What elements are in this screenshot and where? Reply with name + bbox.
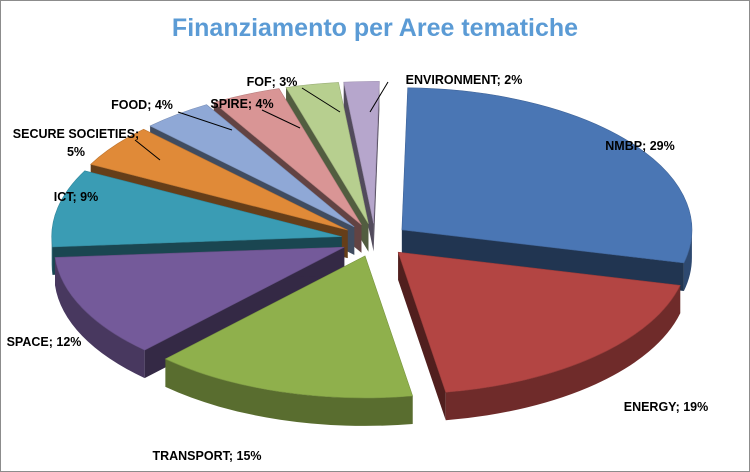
data-label-secure-societies-line2: 5%	[67, 145, 85, 159]
data-label-fof: FOF; 3%	[247, 75, 298, 89]
slice-side-transport	[165, 358, 413, 426]
data-label-nmbp: NMBP; 29%	[605, 139, 674, 153]
slice-space	[54, 246, 345, 351]
slice-energy	[397, 251, 681, 393]
slice-secure-societies	[90, 128, 348, 231]
chart-title: Finanziamento per Aree tematiche	[171, 14, 579, 42]
slice-ict	[51, 170, 342, 248]
data-label-secure-societies: SECURE SOCIETIES;	[13, 127, 139, 141]
data-label-ict: ICT; 9%	[54, 190, 98, 204]
slice-wall-nmbp-1	[401, 229, 684, 291]
slice-side-energy	[445, 285, 681, 421]
data-label-food: FOOD; 4%	[111, 98, 173, 112]
slice-food	[149, 104, 355, 228]
slice-side-space	[55, 257, 145, 379]
slice-wall-environment-0	[343, 82, 374, 252]
slice-nmbp	[401, 87, 693, 264]
slice-spire	[213, 88, 362, 225]
leader-line-secure-societies	[134, 139, 161, 161]
data-label-space: SPACE; 12%	[7, 335, 82, 349]
slice-side-nmbp	[683, 229, 692, 291]
data-label-energy: ENERGY; 19%	[624, 400, 709, 414]
data-label-environment: ENVIRONMENT; 2%	[406, 73, 523, 87]
slice-environment	[343, 81, 380, 224]
slice-fof	[285, 82, 369, 224]
slice-wall-energy-1	[398, 252, 446, 421]
data-label-transport: TRANSPORT; 15%	[152, 449, 261, 463]
leader-line-food	[177, 111, 233, 131]
leader-line-fof	[301, 87, 341, 113]
data-label-spire: SPIRE; 4%	[210, 97, 273, 111]
slice-transport	[164, 255, 414, 399]
leader-line-environment	[369, 81, 389, 113]
leader-line-spire	[261, 109, 301, 129]
